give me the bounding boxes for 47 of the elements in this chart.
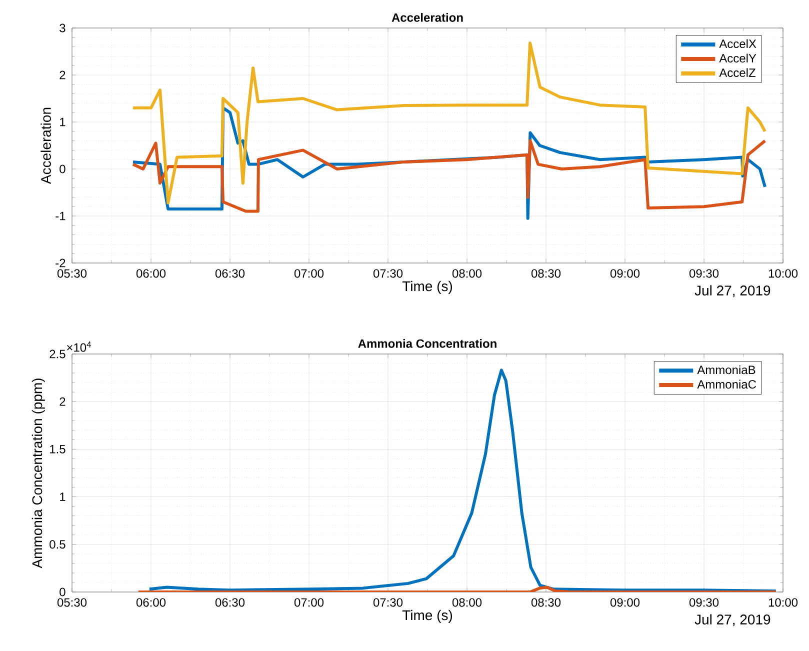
- x-tick-label: 07:00: [294, 269, 324, 278]
- x-tick-label: 09:30: [689, 598, 719, 607]
- chart-title: Ammonia Concentration: [358, 339, 496, 348]
- x-tick-label: 07:30: [373, 269, 403, 278]
- y-tick-label: 2: [60, 397, 66, 406]
- y-tick-label: 2: [60, 70, 66, 80]
- chart-title: Acceleration: [392, 13, 463, 22]
- legend-label: AmmoniaB: [697, 365, 756, 374]
- x-tick-label: 06:00: [136, 598, 166, 607]
- y-tick-label: 1.5: [50, 445, 66, 454]
- x-tick-label: 07:30: [373, 598, 403, 607]
- text: Jul 27, 2019: [694, 614, 770, 626]
- x-tick-label: 08:30: [531, 598, 561, 607]
- y-tick-label: 1: [60, 492, 66, 501]
- x-tick-label: 09:00: [610, 269, 640, 278]
- x-tick-label: 06:30: [215, 269, 245, 278]
- y-axis-title: Acceleration: [40, 108, 51, 184]
- y-tick-label: -2: [56, 258, 66, 268]
- x-axis-title: Time (s): [402, 280, 452, 294]
- line-series: [131, 139, 766, 213]
- x-tick-label: 05:30: [57, 598, 87, 607]
- legend-label: AmmoniaC: [697, 380, 756, 389]
- y-tick-label: 3: [60, 24, 66, 32]
- x-tick-label: 09:00: [610, 598, 640, 607]
- legend-label: AccelZ: [719, 68, 756, 78]
- x-tick-label: 08:00: [452, 598, 482, 607]
- y-tick-label: 0: [60, 164, 66, 174]
- y-axis-title: Ammonia Concentration (ppm): [32, 378, 45, 568]
- y-tick-label: 0: [60, 588, 66, 596]
- x-tick-label: 09:30: [689, 269, 719, 278]
- text: ×10$^{4}$: [67, 342, 91, 352]
- legend-label: AccelX: [719, 39, 756, 48]
- x-tick-label: 10:00: [768, 269, 798, 278]
- y-tick-label: 1: [60, 118, 66, 126]
- text: Jul 27, 2019: [694, 285, 770, 298]
- x-tick-label: 10:00: [768, 598, 798, 607]
- x-tick-label: 08:30: [531, 269, 561, 278]
- x-axis-title: Time (s): [402, 610, 452, 623]
- x-tick-label: 08:00: [452, 269, 482, 278]
- y-tick-label: 0.5: [50, 540, 66, 549]
- y-tick-label: -1: [56, 212, 66, 220]
- x-tick-label: 06:30: [215, 598, 245, 607]
- x-tick-label: 07:00: [294, 598, 324, 607]
- legend-label: AccelY: [719, 54, 756, 63]
- x-tick-label: 05:30: [57, 269, 87, 278]
- x-tick-label: 06:00: [136, 269, 166, 278]
- y-tick-label: 2.5: [50, 350, 66, 358]
